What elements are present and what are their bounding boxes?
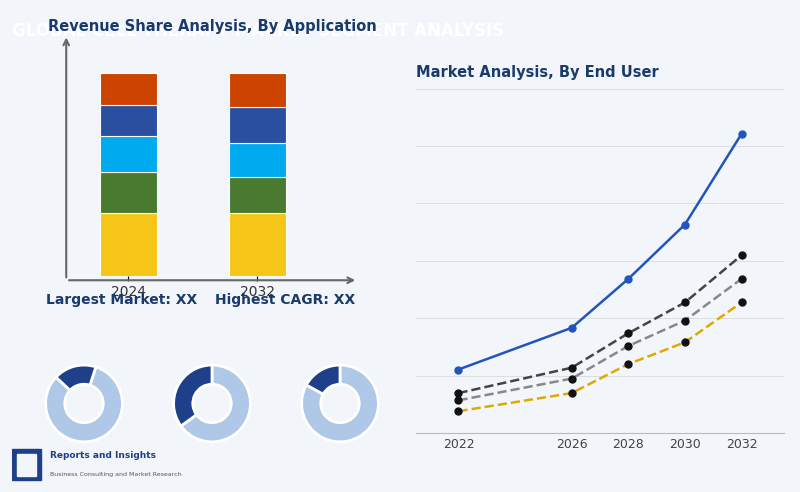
Bar bbox=[100, 213, 157, 276]
Bar bbox=[100, 172, 157, 213]
Bar bbox=[100, 73, 157, 105]
FancyBboxPatch shape bbox=[17, 454, 36, 476]
Text: Largest Market: XX: Largest Market: XX bbox=[46, 293, 198, 308]
Wedge shape bbox=[306, 365, 340, 394]
Bar bbox=[100, 105, 157, 136]
FancyBboxPatch shape bbox=[12, 450, 41, 480]
Text: Revenue Share Analysis, By Application: Revenue Share Analysis, By Application bbox=[48, 19, 377, 34]
Text: Market Analysis, By End User: Market Analysis, By End User bbox=[416, 65, 658, 81]
Wedge shape bbox=[56, 365, 96, 390]
Wedge shape bbox=[46, 367, 122, 442]
Text: Reports and Insights: Reports and Insights bbox=[50, 451, 157, 460]
Wedge shape bbox=[181, 365, 250, 442]
Wedge shape bbox=[174, 365, 212, 426]
Text: GLOBAL CELL THERAPY MARKET SEGMENT ANALYSIS: GLOBAL CELL THERAPY MARKET SEGMENT ANALY… bbox=[12, 22, 504, 40]
Text: Highest CAGR: XX: Highest CAGR: XX bbox=[215, 293, 355, 308]
Text: Business Consulting and Market Research: Business Consulting and Market Research bbox=[50, 472, 182, 477]
Bar bbox=[229, 73, 286, 107]
Bar bbox=[229, 213, 286, 276]
Bar bbox=[100, 136, 157, 172]
Bar bbox=[229, 177, 286, 213]
Wedge shape bbox=[302, 365, 378, 442]
Bar bbox=[229, 143, 286, 177]
Bar bbox=[229, 107, 286, 143]
